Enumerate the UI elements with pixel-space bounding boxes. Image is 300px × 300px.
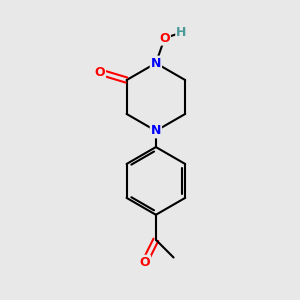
Text: N: N	[151, 57, 161, 70]
Text: O: O	[94, 65, 105, 79]
Text: H: H	[176, 26, 187, 39]
Text: O: O	[140, 256, 150, 269]
Text: O: O	[159, 32, 170, 45]
Text: N: N	[151, 124, 161, 137]
